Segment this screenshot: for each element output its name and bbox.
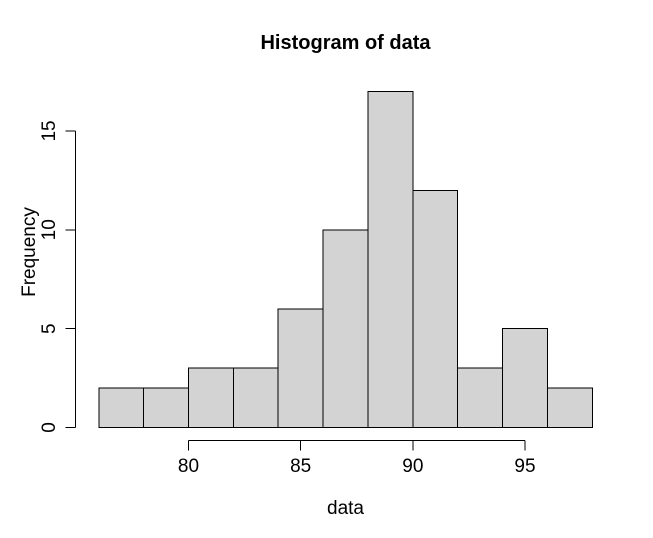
y-tick-label: 10	[39, 219, 60, 240]
x-axis-label: data	[327, 498, 364, 519]
y-axis-label: Frequency	[19, 207, 40, 297]
chart-layer: 80 85 90 95 0 5 10 15	[39, 90, 593, 477]
chart-title: Histogram of data	[260, 32, 431, 54]
histogram-bar	[143, 387, 190, 428]
histogram-bar	[367, 90, 414, 429]
y-tick-label: 0	[39, 422, 60, 433]
histogram-bar	[412, 189, 459, 428]
histogram-bar	[277, 308, 324, 428]
histogram-bar	[546, 387, 593, 428]
y-tick-label: 5	[39, 323, 60, 334]
histogram-bar	[322, 229, 369, 428]
histogram-bar	[457, 367, 504, 429]
histogram-bar	[98, 387, 145, 428]
x-tick-label: 80	[178, 456, 199, 477]
x-tick-label: 85	[290, 456, 311, 477]
y-tick-label: 15	[39, 120, 60, 141]
histogram-bar	[188, 367, 234, 429]
x-tick-label: 90	[402, 456, 423, 477]
x-tick-label: 95	[514, 456, 535, 477]
histogram-bar	[232, 367, 279, 429]
histogram-bar	[502, 328, 549, 428]
